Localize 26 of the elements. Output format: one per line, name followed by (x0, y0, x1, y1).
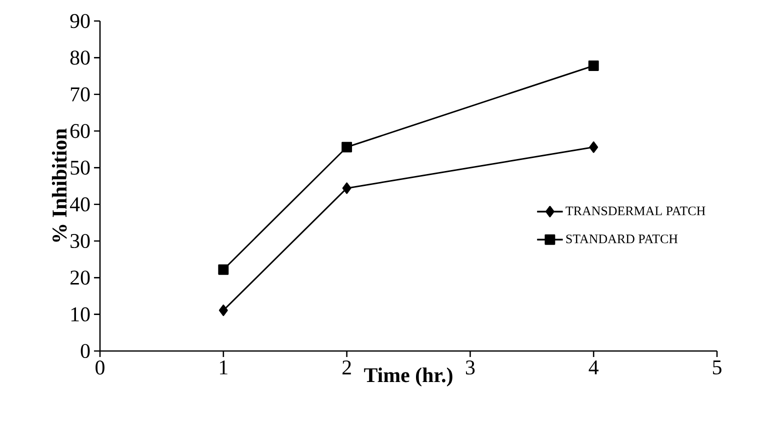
x-tick-label: 3 (466, 360, 475, 375)
legend-label: STANDARD PATCH (566, 234, 678, 244)
y-tick-label: 60 (70, 124, 90, 138)
y-tick-label: 20 (70, 270, 90, 285)
point (218, 264, 229, 275)
point (589, 141, 598, 153)
y-tick-label: 80 (70, 50, 90, 65)
x-tick-label: 0 (96, 360, 104, 375)
y-tick-label: 10 (71, 307, 90, 322)
y-tick-label: 40 (70, 197, 90, 212)
y-axis-title: % Inhibition (52, 128, 67, 242)
y-tick-label: 90 (70, 14, 90, 28)
point (342, 142, 352, 152)
x-tick-label: 5 (712, 360, 722, 374)
legend-label: TRANSDERMAL PATCH (566, 206, 706, 216)
y-tick-label: 50 (70, 160, 90, 175)
point (342, 182, 352, 194)
point (218, 304, 228, 316)
x-axis-title: Time (hr.) (364, 368, 452, 386)
x-tick-label: 1 (220, 360, 228, 374)
point (588, 60, 599, 71)
x-tick-label: 4 (588, 360, 599, 374)
x-tick-label: 2 (342, 360, 351, 374)
y-tick-label: 0 (80, 344, 90, 358)
y-tick-label: 30 (70, 234, 90, 248)
y-tick-label: 70 (70, 87, 90, 102)
